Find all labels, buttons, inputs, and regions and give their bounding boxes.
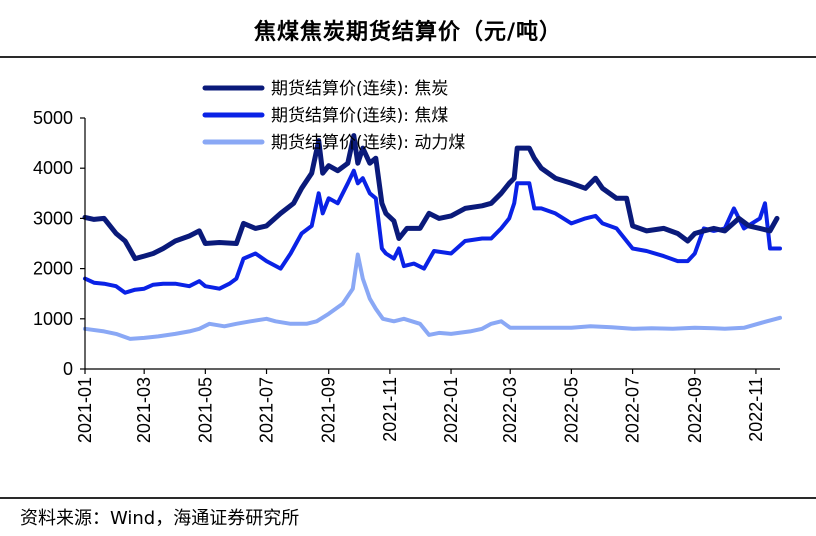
legend-label-1: 期货结算价(连续): 焦炭 xyxy=(271,79,448,99)
x-tick-label: 2022-05 xyxy=(561,377,581,443)
footer-divider xyxy=(0,497,816,499)
x-tick-label: 2021-05 xyxy=(195,377,215,443)
series-line-2 xyxy=(83,168,782,295)
x-tick-label: 2021-01 xyxy=(75,377,95,443)
x-tick-label: 2022-11 xyxy=(746,377,766,442)
x-tick-label: 2021-09 xyxy=(319,377,339,443)
source-note: 资料来源：Wind，海通证券研究所 xyxy=(20,508,300,529)
series-line-1 xyxy=(82,133,780,262)
x-tick-label: 2022-07 xyxy=(623,377,643,443)
y-tick-label: 5000 xyxy=(33,108,73,128)
y-tick-label: 4000 xyxy=(33,158,73,178)
title-divider xyxy=(0,56,816,58)
page-title: 焦煤焦炭期货结算价（元/吨） xyxy=(253,20,563,45)
series-line-3 xyxy=(83,252,782,341)
x-tick-label: 2021-11 xyxy=(380,377,400,442)
x-tick-label: 2022-01 xyxy=(441,377,461,443)
line-chart: 0 1000 2000 3000 4000 5000 2021-01 2021-03 2021-… xyxy=(33,79,782,443)
x-tick-label: 2022-09 xyxy=(685,377,705,443)
legend-label-3: 期货结算价(连续): 动力煤 xyxy=(271,133,465,153)
axes-layer: 0 1000 2000 3000 4000 5000 2021-01 2021-03 2021-… xyxy=(33,108,780,443)
y-tick-label: 1000 xyxy=(33,309,73,329)
y-tick-label: 3000 xyxy=(33,208,73,228)
y-tick-label: 0 xyxy=(63,359,73,379)
x-tick-label: 2021-07 xyxy=(257,377,277,443)
series-layer xyxy=(82,133,782,341)
y-tick-label: 2000 xyxy=(33,259,73,279)
x-tick-label: 2022-03 xyxy=(500,377,520,443)
legend-label-2: 期货结算价(连续): 焦煤 xyxy=(271,106,448,126)
x-tick-label: 2021-03 xyxy=(134,377,154,443)
